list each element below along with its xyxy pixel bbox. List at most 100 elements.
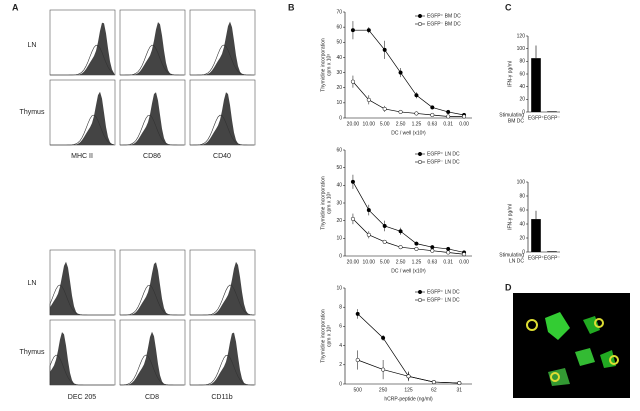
y-axis-label: IFN-γ pg/ml: [507, 204, 513, 230]
bar: [547, 251, 557, 252]
micrograph: [513, 293, 630, 398]
bar: [531, 219, 541, 252]
point: [382, 223, 387, 229]
legend-label: EGFP⁻ LN DC: [427, 297, 460, 303]
point: [350, 28, 355, 33]
legend-marker: [417, 151, 423, 157]
x-tick-label: 125: [404, 387, 413, 393]
y-tick-label: 6: [339, 324, 342, 330]
x-tick-label: 0.00: [459, 259, 469, 265]
point: [366, 97, 371, 102]
y-axis-label: IFN-γ pg/ml: [507, 61, 513, 87]
y-tick-label: 10: [336, 236, 342, 242]
y-tick-label: 2: [339, 362, 342, 368]
x-tick-label: 20.00: [347, 121, 360, 127]
point: [462, 252, 467, 257]
y-tick-label: 10: [336, 100, 342, 106]
y-tick-label: 60: [336, 147, 342, 153]
row-label: Thymus: [20, 109, 45, 116]
row-label: LN: [28, 42, 37, 49]
y-axis-label: Thymidine incorporation: [320, 176, 326, 230]
histogram-fill: [50, 261, 115, 315]
legend-marker: [417, 289, 423, 295]
point: [430, 105, 435, 110]
x-axis-label: BM DC: [508, 118, 525, 124]
y-tick-label: 70: [336, 9, 342, 15]
x-tick-label: 1.25: [412, 259, 422, 265]
point: [446, 246, 451, 251]
point: [350, 79, 355, 84]
histogram-outline: [50, 44, 115, 76]
y-tick-label: 100: [517, 179, 526, 185]
line: [352, 218, 465, 255]
point: [398, 229, 403, 234]
histogram-fill: [50, 22, 115, 75]
marker-label: CD8: [145, 394, 159, 401]
x-tick-label: EGFP⁺: [528, 115, 545, 121]
marker-label: CD86: [143, 153, 161, 160]
x-axis-label: Stimulating: [499, 252, 524, 258]
y-tick-label: 60: [519, 207, 525, 213]
y-tick-label: 50: [336, 165, 342, 171]
histogram-fill: [190, 92, 255, 145]
x-tick-label: 31: [457, 387, 463, 393]
y-tick-label: 8: [339, 305, 342, 311]
point: [366, 232, 371, 237]
point: [430, 248, 435, 253]
point: [462, 114, 467, 119]
point: [414, 246, 419, 251]
point: [446, 114, 451, 119]
y-tick-label: 30: [336, 200, 342, 206]
point: [457, 380, 462, 386]
legend-label: EGFP⁻ LN DC: [427, 159, 460, 165]
y-tick-label: 20: [336, 218, 342, 224]
x-tick-label: EGFP⁻: [544, 115, 561, 121]
point: [350, 179, 355, 184]
row-label: LN: [28, 280, 37, 287]
x-tick-label: 0.63: [427, 259, 437, 265]
histogram-fill: [190, 332, 255, 385]
histogram-outline: [190, 354, 255, 386]
x-axis-label: DC / well (x10³): [391, 130, 426, 136]
y-axis-label: cpm x 10³: [326, 325, 332, 347]
x-tick-label: 500: [354, 387, 363, 393]
x-tick-label: 2.50: [396, 121, 406, 127]
legend-marker: [417, 297, 423, 303]
marker-label: MHC II: [71, 153, 93, 160]
y-axis-label: cpm x 10³: [326, 192, 332, 214]
y-tick-label: 0: [522, 249, 525, 255]
point: [414, 93, 419, 98]
y-tick-label: 0: [522, 109, 525, 115]
y-tick-label: 80: [519, 59, 525, 65]
histogram-frame: [189, 249, 256, 316]
point: [446, 250, 451, 255]
x-tick-label: 5.00: [380, 121, 390, 127]
y-tick-label: 0: [339, 253, 342, 259]
marker-label: CD11b: [211, 394, 232, 401]
point: [414, 241, 419, 246]
x-axis-label: DC / well (x10³): [391, 268, 426, 274]
histogram-fill: [50, 91, 115, 145]
point: [381, 367, 386, 372]
histogram-outline: [119, 44, 185, 76]
x-tick-label: 62: [431, 387, 437, 393]
point: [398, 70, 403, 75]
point: [431, 380, 436, 385]
y-tick-label: 100: [517, 46, 526, 52]
point: [430, 245, 435, 250]
histogram-outline: [189, 44, 255, 76]
legend-marker: [417, 21, 423, 27]
x-tick-label: 20.00: [347, 259, 360, 265]
histogram-outline: [119, 284, 184, 316]
y-tick-label: 60: [519, 71, 525, 77]
y-axis-label: cpm x 10³: [326, 54, 332, 76]
histogram-outline: [50, 114, 115, 146]
y-tick-label: 40: [336, 55, 342, 61]
histogram-outline: [119, 354, 184, 386]
line: [352, 29, 465, 116]
histogram-fill: [120, 331, 185, 385]
point: [382, 47, 387, 52]
y-tick-label: 120: [517, 33, 526, 39]
x-tick-label: 1.25: [412, 121, 422, 127]
y-tick-label: 20: [519, 97, 525, 103]
